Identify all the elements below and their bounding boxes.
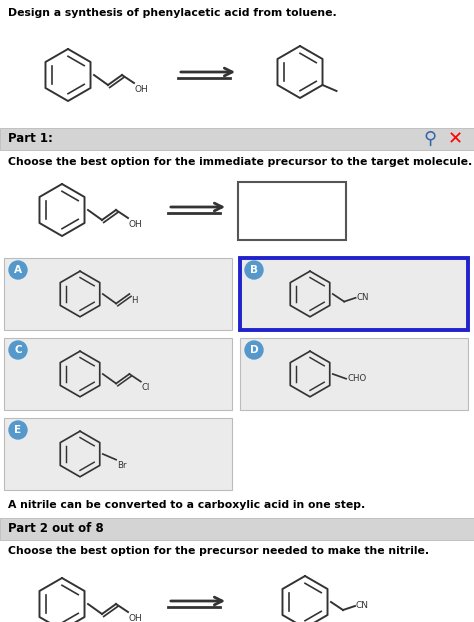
Text: H: H — [131, 296, 138, 305]
Circle shape — [9, 261, 27, 279]
Text: A: A — [14, 265, 22, 275]
Text: OH: OH — [135, 85, 149, 94]
Text: CN: CN — [356, 294, 369, 302]
Text: ✕: ✕ — [447, 130, 463, 148]
Text: Br: Br — [117, 461, 127, 470]
Circle shape — [9, 341, 27, 359]
Text: Design a synthesis of phenylacetic acid from toluene.: Design a synthesis of phenylacetic acid … — [8, 8, 337, 18]
FancyBboxPatch shape — [238, 182, 346, 240]
Text: CN: CN — [356, 601, 369, 611]
Circle shape — [9, 421, 27, 439]
Text: OH: OH — [129, 614, 143, 622]
Text: C: C — [14, 345, 22, 355]
Text: Part 1:: Part 1: — [8, 132, 53, 146]
Text: OH: OH — [129, 220, 143, 229]
Circle shape — [245, 261, 263, 279]
Text: D: D — [250, 345, 258, 355]
Text: Choose the best option for the precursor needed to make the nitrile.: Choose the best option for the precursor… — [8, 546, 429, 556]
Text: B: B — [250, 265, 258, 275]
FancyBboxPatch shape — [240, 258, 468, 330]
Text: Cl: Cl — [142, 383, 150, 392]
Text: ⚲: ⚲ — [423, 130, 437, 148]
Text: Choose the best option for the immediate precursor to the target molecule.: Choose the best option for the immediate… — [8, 157, 472, 167]
FancyBboxPatch shape — [4, 418, 232, 490]
FancyBboxPatch shape — [4, 258, 232, 330]
Text: Part 2 out of 8: Part 2 out of 8 — [8, 522, 104, 536]
FancyBboxPatch shape — [0, 128, 474, 150]
Text: CHO: CHO — [347, 374, 366, 383]
FancyBboxPatch shape — [0, 518, 474, 540]
FancyBboxPatch shape — [240, 338, 468, 410]
Text: A nitrile can be converted to a carboxylic acid in one step.: A nitrile can be converted to a carboxyl… — [8, 500, 365, 510]
FancyBboxPatch shape — [4, 338, 232, 410]
Circle shape — [245, 341, 263, 359]
Text: E: E — [14, 425, 21, 435]
